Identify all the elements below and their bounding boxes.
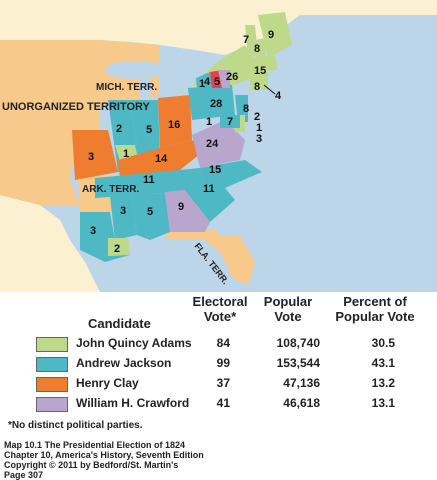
- ri-pointer-line: [263, 84, 276, 95]
- crawford-percent: 13.1: [371, 396, 395, 410]
- clay-candidate: Henry Clay: [76, 376, 139, 390]
- vote-indiana: 5: [146, 124, 152, 136]
- caption: Map 10.1 The Presidential Election of 18…: [4, 440, 204, 480]
- territory-label-unorganized-1: UNORGANIZED TERRITORY: [2, 101, 151, 113]
- state-vermont: [245, 25, 258, 58]
- vote-ri-pointer: 4: [275, 90, 282, 102]
- clay-swatch: [36, 377, 68, 392]
- state-massachusetts: [248, 56, 278, 72]
- header-popular-vote: Popular Vote: [263, 294, 313, 324]
- state-south-carolina: [180, 188, 235, 222]
- caption-line-3: Copyright © 2011 by Bedford/St. Martin's: [4, 460, 179, 470]
- state-alabama: [132, 193, 170, 240]
- vote-illinois-2: 2: [116, 123, 122, 135]
- state-ri-ct: [250, 72, 268, 90]
- vote-missouri: 3: [88, 151, 94, 163]
- vote-de-1: 1: [256, 122, 262, 134]
- vote-pennsylvania: 28: [210, 98, 222, 110]
- crawford-swatch: [36, 397, 68, 412]
- vote-georgia: 9: [178, 201, 184, 213]
- vote-new-york: 26: [226, 71, 238, 83]
- state-pennsylvania: [188, 85, 235, 120]
- jackson-popular: 153,544: [276, 356, 320, 370]
- vote-louisiana-2: 2: [114, 243, 120, 255]
- vote-ri-ct: 8: [254, 81, 260, 93]
- state-louisiana-adams: [108, 238, 130, 256]
- state-maine: [258, 12, 292, 58]
- clay-popular: 47,136: [283, 376, 320, 390]
- jackson-swatch: [36, 357, 68, 372]
- vote-louisiana-3: 3: [90, 225, 96, 237]
- vote-new-hampshire: 8: [254, 43, 260, 55]
- state-north-carolina: [200, 160, 262, 190]
- vote-maine: 9: [268, 29, 274, 41]
- vote-alabama: 5: [147, 206, 153, 218]
- adams-percent: 30.5: [371, 336, 395, 350]
- vote-mississippi: 3: [120, 205, 126, 217]
- vote-kentucky: 14: [155, 153, 168, 165]
- header-electoral-vote: Electoral Vote*: [192, 294, 248, 324]
- state-georgia: [165, 190, 210, 232]
- lake-michigan: [139, 74, 151, 102]
- vote-south-carolina: 11: [203, 183, 215, 195]
- vote-illinois-1: 1: [123, 148, 129, 160]
- territory-label-mich: MICH. TERR.: [96, 82, 157, 93]
- election-results-legend: Candidate Electoral Vote* Popular Vote P…: [0, 290, 437, 420]
- state-mississippi: [110, 195, 137, 240]
- state-missouri: [72, 130, 118, 180]
- clay-percent: 13.2: [371, 376, 395, 390]
- adams-electoral: 84: [216, 336, 230, 350]
- state-tennessee: [95, 168, 205, 198]
- vote-ohio: 16: [168, 119, 180, 131]
- vote-tennessee: 11: [143, 174, 155, 186]
- vote-ny-small-4: 4: [204, 76, 211, 88]
- vote-de-2: 2: [254, 111, 260, 123]
- clay-electoral: 37: [216, 376, 230, 390]
- vote-virginia: 24: [206, 138, 219, 150]
- vote-north-carolina: 15: [209, 164, 221, 176]
- vote-vermont: 7: [243, 34, 249, 46]
- jackson-percent: 43.1: [371, 356, 395, 370]
- unorganized-territory-area: [0, 40, 100, 205]
- mexico-land: [0, 195, 100, 292]
- lake-superior: [105, 61, 165, 79]
- header-candidate: Candidate: [88, 316, 151, 331]
- vote-ny-small-5: 5: [214, 76, 220, 88]
- adams-candidate: John Quincy Adams: [76, 336, 192, 350]
- caption-line-2: Chapter 10, America's History, Seventh E…: [4, 450, 204, 460]
- adams-swatch: [36, 337, 68, 352]
- adams-popular: 108,740: [276, 336, 320, 350]
- state-kentucky: [118, 140, 205, 178]
- state-maryland: [220, 115, 240, 128]
- crawford-candidate: William H. Crawford: [76, 396, 190, 410]
- header-percent-popular-vote: Percent of Popular Vote: [335, 294, 415, 324]
- canada-land: [0, 0, 437, 55]
- state-new-york-jackson: [196, 72, 212, 90]
- caption-line-4: Page 307: [4, 470, 44, 480]
- state-ohio: [158, 95, 192, 148]
- vote-massachusetts: 15: [254, 65, 266, 77]
- vote-md-1: 1: [206, 116, 212, 128]
- vote-ny-small-1: 1: [199, 78, 205, 90]
- state-virginia: [192, 120, 245, 168]
- vote-md-7: 7: [227, 116, 233, 128]
- vote-md-3: 3: [256, 133, 262, 145]
- vote-nj: 8: [243, 103, 249, 115]
- territory-label-ark: ARK. TERR.: [82, 184, 139, 195]
- footnote: *No distinct political parties.: [8, 420, 143, 431]
- caption-line-1: Map 10.1 The Presidential Election of 18…: [4, 440, 186, 450]
- jackson-electoral: 99: [216, 356, 230, 370]
- crawford-popular: 46,618: [283, 396, 320, 410]
- crawford-electoral: 41: [216, 396, 230, 410]
- state-new-york-crawford: [218, 70, 230, 88]
- fla-peninsula: [200, 235, 255, 285]
- jackson-candidate: Andrew Jackson: [76, 356, 172, 370]
- election-map: UNORGANIZED TERRITORY MICH. TERR. ARK. T…: [0, 0, 437, 292]
